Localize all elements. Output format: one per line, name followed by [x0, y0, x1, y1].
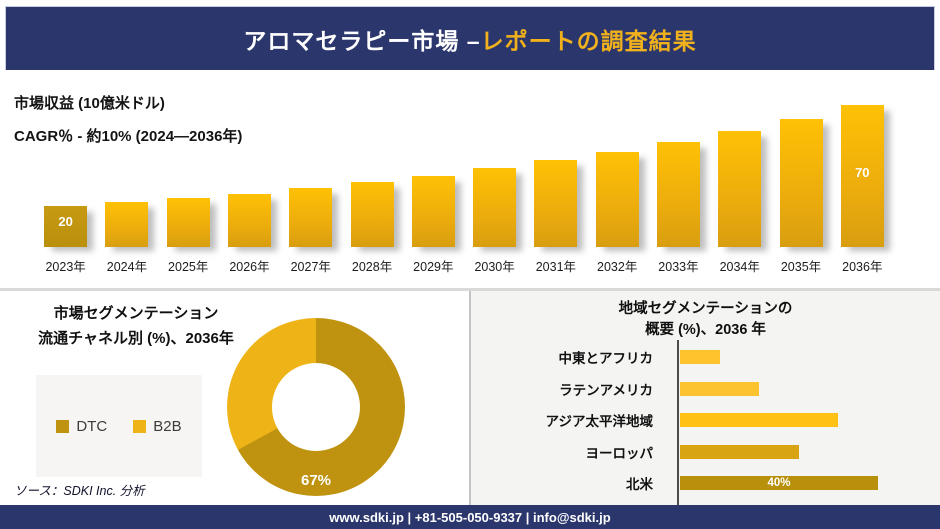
legend-swatch	[133, 419, 147, 433]
revenue-bar: 70	[840, 105, 884, 247]
regional-row: 中東とアフリカ	[471, 341, 940, 373]
regional-axis	[677, 340, 679, 506]
bar-column: 2035年	[770, 70, 831, 274]
bottom-section: 市場セグメンテーション 流通チャネル別 (%)、2036年 DTC B2B 67%…	[0, 291, 940, 506]
revenue-bar	[227, 194, 271, 247]
donut-hole	[272, 363, 360, 451]
bar-column: 2034年	[709, 70, 770, 274]
year-label: 2031年	[535, 260, 577, 274]
regional-row: ヨーロッパ	[471, 436, 940, 468]
segmentation-panel: 市場セグメンテーション 流通チャネル別 (%)、2036年 DTC B2B 67%…	[0, 291, 469, 505]
bar-column: 2030年	[464, 70, 525, 274]
bar-column: 2033年	[648, 70, 709, 274]
legend-item-dtc: DTC	[56, 418, 107, 435]
revenue-bar	[166, 198, 210, 247]
year-label: 2027年	[290, 260, 331, 274]
regional-bar	[680, 381, 759, 396]
revenue-bar	[779, 119, 823, 247]
year-label: 2036年	[842, 260, 883, 274]
bar-value-label: 20	[58, 214, 73, 229]
regional-bar	[680, 349, 720, 364]
regional-row: 北米 40%	[471, 467, 940, 499]
regional-bar	[680, 412, 838, 427]
bar-column: 2032年	[587, 70, 648, 274]
segmentation-title: 市場セグメンテーション	[53, 305, 219, 322]
year-label: 2026年	[229, 260, 270, 274]
bar-column: 2024年	[96, 70, 157, 274]
bar-column: 2027年	[280, 70, 341, 274]
page-title-main: アロマセラピー市場 –	[243, 27, 481, 54]
donut-chart: 67%	[227, 318, 405, 496]
footer-bar: www.sdki.jp | +81-505-050-9337 | info@sd…	[0, 505, 940, 529]
bar-column: 2026年	[219, 70, 280, 274]
donut-legend-box: DTC B2B	[36, 375, 202, 477]
revenue-bar	[595, 152, 639, 247]
revenue-bar	[656, 142, 700, 247]
revenue-bar	[289, 188, 333, 247]
legend-label: DTC	[76, 417, 108, 435]
revenue-bar	[534, 160, 578, 247]
year-label: 2024年	[106, 260, 148, 274]
header-banner: アロマセラピー市場 –レポートの調査結果	[6, 7, 934, 70]
revenue-metric-label: 市場収益 (10億米ドル)	[14, 95, 165, 112]
revenue-bar	[718, 131, 762, 247]
legend-item-b2b: B2B	[133, 417, 182, 435]
revenue-cagr-label: CAGR％ - 約10% (2024―2036年)	[14, 128, 243, 145]
legend-swatch	[56, 419, 70, 433]
revenue-bar	[350, 182, 394, 247]
revenue-bar: 20	[44, 206, 88, 247]
regional-row: アジア太平洋地域	[471, 404, 940, 436]
regional-chart: 中東とアフリカ ラテンアメリカアジア太平洋地域ヨーロッパ北米 40%	[471, 337, 940, 506]
year-label: 2030年	[474, 260, 515, 274]
regional-label: ヨーロッパ	[585, 445, 654, 461]
section-divider	[0, 288, 940, 291]
regional-row: ラテンアメリカ	[471, 373, 940, 405]
regional-title-line1: 地域セグメンテーションの	[618, 301, 793, 317]
bar-column: 2028年	[341, 70, 402, 274]
bar-value-label: 70	[855, 165, 870, 180]
bar-column: 20 2023年	[35, 70, 96, 274]
bar-column: 70 2036年	[832, 70, 893, 274]
donut-value-label: 67%	[300, 472, 332, 489]
legend-label: B2B	[153, 417, 182, 435]
year-label: 2023年	[45, 260, 86, 274]
bar-column: 2029年	[403, 70, 464, 274]
regional-panel: 地域セグメンテーションの 概要 (%)、2036 年 中東とアフリカ ラテンアメリ…	[469, 291, 940, 506]
revenue-chart-section: 市場収益 (10億米ドル) CAGR％ - 約10% (2024―2036年) …	[0, 70, 940, 288]
year-label: 2034年	[719, 260, 760, 274]
bar-column: 2025年	[158, 70, 219, 274]
year-label: 2035年	[780, 260, 822, 274]
page-title-accent: レポートの調査結果	[480, 27, 697, 54]
source-note: ソース：SDKI Inc. 分析	[14, 484, 145, 498]
revenue-bar	[411, 176, 455, 247]
regional-label: 中東とアフリカ	[558, 350, 654, 366]
footer-contact: www.sdki.jp | +81-505-050-9337 | info@sd…	[329, 509, 611, 525]
bar-column: 2031年	[525, 70, 586, 274]
regional-label: ラテンアメリカ	[559, 382, 653, 398]
regional-bar	[680, 444, 799, 459]
regional-bar: 40%	[680, 475, 878, 490]
revenue-chart-heading: 市場収益 (10億米ドル) CAGR％ - 約10% (2024―2036年)	[14, 92, 242, 158]
segmentation-subtitle: 流通チャネル別 (%)、2036年	[38, 330, 234, 347]
year-label: 2033年	[658, 260, 699, 274]
regional-label: アジア太平洋地域	[545, 413, 653, 429]
regional-label: 北米	[626, 476, 653, 492]
year-label: 2029年	[413, 260, 454, 274]
regional-title-line2: 概要 (%)、2036 年	[645, 322, 766, 338]
year-label: 2028年	[351, 260, 393, 274]
revenue-bar	[105, 202, 149, 247]
regional-value-label: 40%	[767, 476, 791, 489]
page-title: アロマセラピー市場 –レポートの調査結果	[243, 22, 696, 56]
revenue-bars: 20 2023年 2024年 2025年 2026年 2027年 2028年 2029年 203…	[35, 70, 893, 274]
revenue-bar	[473, 168, 517, 247]
year-label: 2032年	[597, 260, 638, 274]
year-label: 2025年	[168, 260, 209, 274]
